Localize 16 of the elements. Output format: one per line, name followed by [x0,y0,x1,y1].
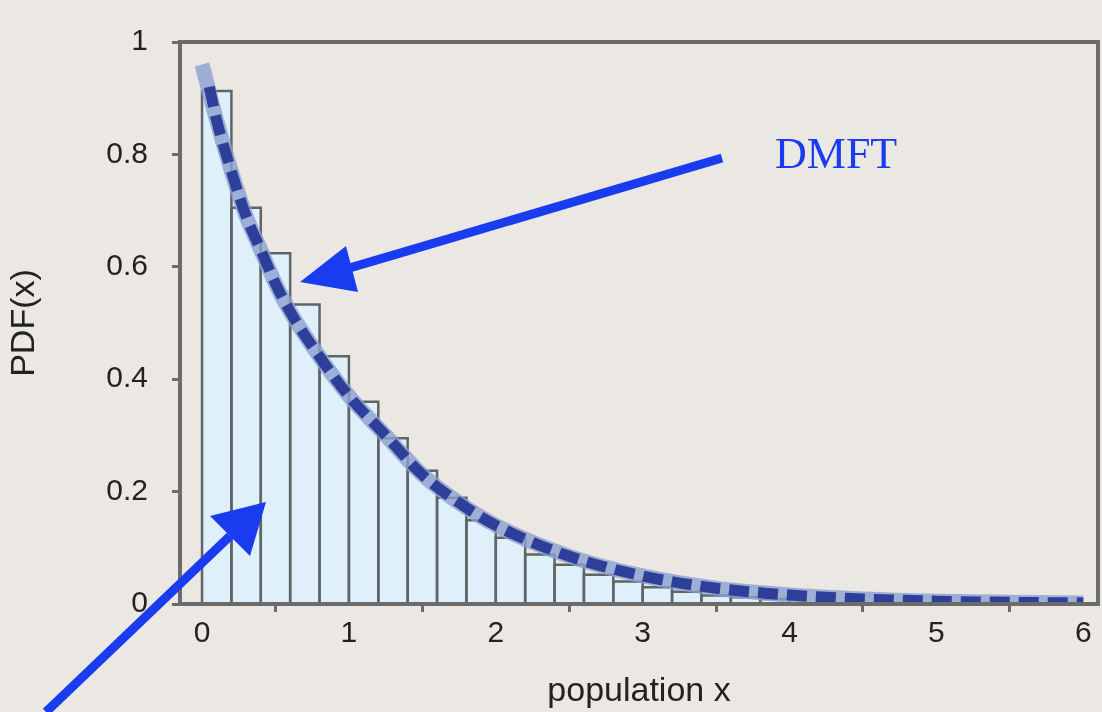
x-axis-title: population x [547,669,731,708]
x-tick-label: 4 [781,615,798,649]
x-tick-label: 3 [634,615,652,649]
annotation: DMFT [775,129,898,178]
x-tick-label: 2 [487,615,505,649]
y-tick-label: 0.4 [106,360,148,394]
y-tick-label: 0.6 [106,248,148,282]
x-tick-label: 6 [1074,615,1092,649]
y-tick-label: 0.8 [106,135,148,169]
x-tick-label: 1 [340,615,358,649]
y-tick-label: 0.2 [106,472,148,506]
y-tick-label: 1 [131,23,148,57]
x-tick-label: 0 [193,615,211,649]
y-axis-title: PDF(x) [2,269,41,377]
y-tick-label: 0 [131,585,148,619]
x-tick-label: 5 [928,615,945,649]
